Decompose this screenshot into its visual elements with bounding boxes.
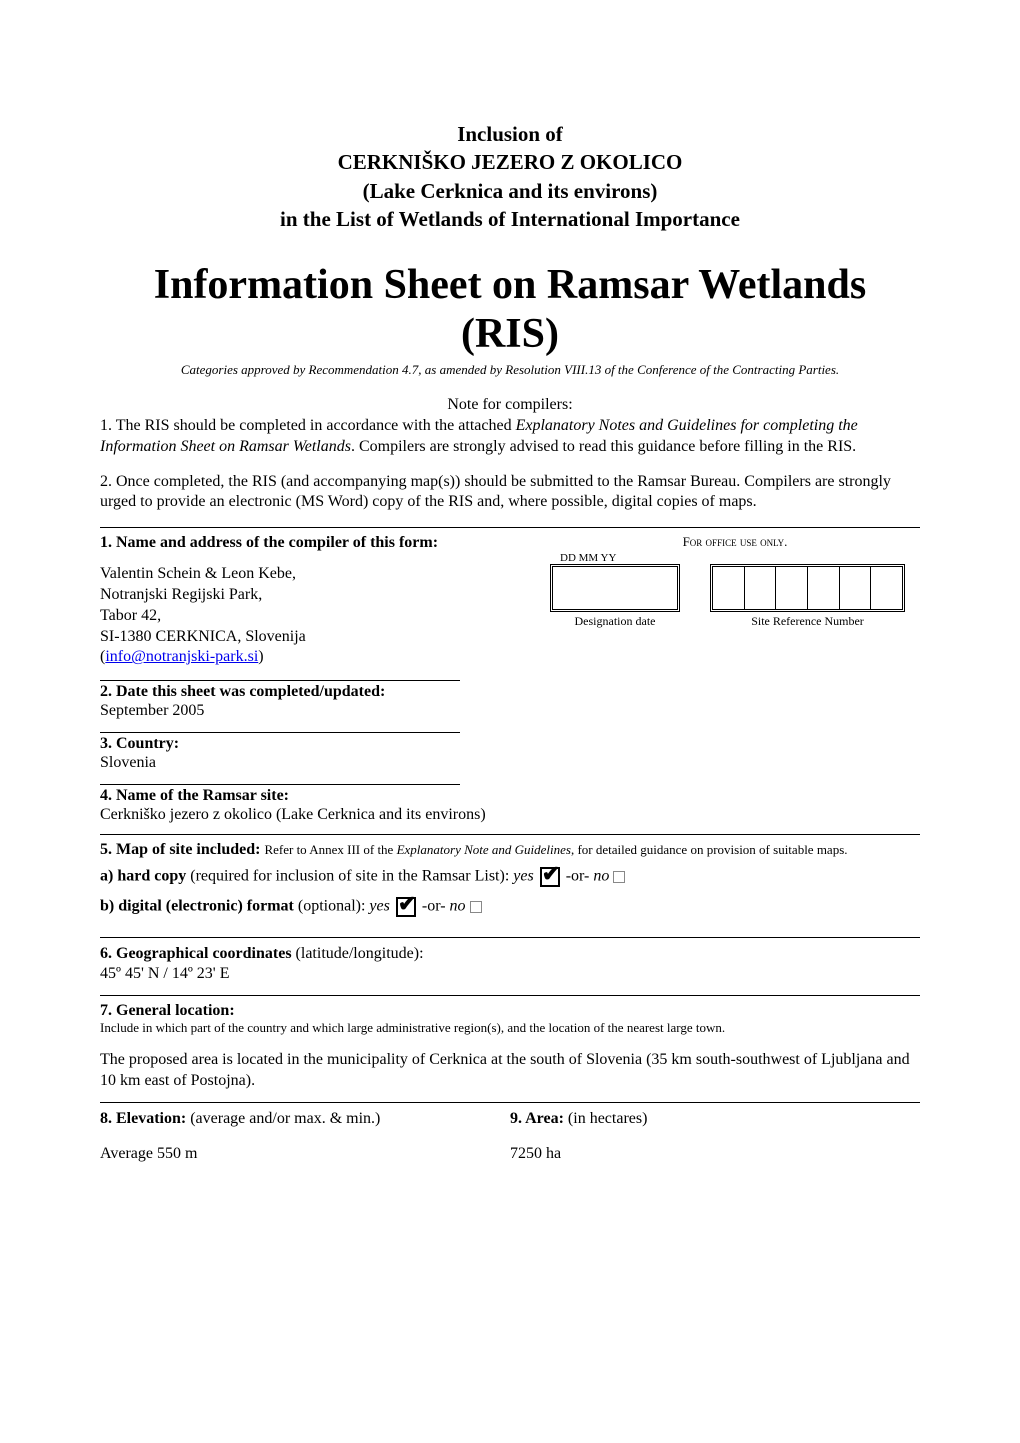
categories-note: Categories approved by Recommendation 4.… [100,362,920,378]
section-8-heading-line: 8. Elevation: (average and/or max. & min… [100,1109,510,1130]
header-line-1: Inclusion of [100,120,920,148]
compiler-email[interactable]: info@notranjski-park.si [105,648,258,665]
compiler-org: Notranjski Regijski Park, [100,585,438,606]
section-7-hint: Include in which part of the country and… [100,1020,920,1036]
header-line-4: in the List of Wetlands of International… [100,205,920,233]
compilers-heading: Note for compilers: [100,396,920,414]
digital-no-checkbox[interactable] [470,901,482,913]
section-1-heading: 1. Name and address of the compiler of t… [100,534,438,552]
designation-date-group: Designation date [550,564,680,629]
designation-date-label: Designation date [550,614,680,629]
hardcopy-no-checkbox[interactable] [613,871,625,883]
section-6: 6. Geographical coordinates (latitude/lo… [100,937,920,994]
section-5: 5. Map of site included: Refer to Annex … [100,834,920,935]
section-9-heading-line: 9. Area: (in hectares) [510,1109,920,1130]
compiler-note-1: 1. The RIS should be completed in accord… [100,416,920,458]
compiler-note-2: 2. Once completed, the RIS (and accompan… [100,472,920,514]
title-line-2: (RIS) [100,310,920,358]
section-9-value: 7250 ha [510,1144,920,1165]
compiler-name: Valentin Schein & Leon Kebe, [100,564,438,585]
office-ddmmyy: DD MM YY [560,552,920,564]
compiler-email-line: (info@notranjski-park.si) [100,647,438,668]
digital-yes-checkbox[interactable] [396,897,416,917]
hardcopy-yes-checkbox[interactable] [540,867,560,887]
section-4: 4. Name of the Ramsar site: Cerkniško je… [100,785,920,832]
section-5b: b) digital (electronic) format (optional… [100,897,920,917]
section-3: 3. Country: Slovenia [100,733,920,780]
title-line-1: Information Sheet on Ramsar Wetlands [100,261,920,309]
section-1: 1. Name and address of the compiler of t… [100,527,920,676]
section-2-value: September 2005 [100,701,920,722]
office-use-box: For office use only. DD MM YY Designatio… [550,534,920,629]
site-ref-label: Site Reference Number [710,614,905,629]
inclusion-header: Inclusion of CERKNIŠKO JEZERO Z OKOLICO … [100,120,920,233]
section-1-left: 1. Name and address of the compiler of t… [100,534,438,668]
section-7-value: The proposed area is located in the muni… [100,1050,920,1092]
section-6-heading-line: 6. Geographical coordinates (latitude/lo… [100,944,920,965]
site-ref-group: Site Reference Number [710,564,905,629]
section-8-9: 8. Elevation: (average and/or max. & min… [100,1102,920,1173]
section-2-heading: 2. Date this sheet was completed/updated… [100,683,920,701]
section-6-value: 45º 45' N / 14º 23' E [100,964,920,985]
header-line-2: CERKNIŠKO JEZERO Z OKOLICO [100,148,920,176]
section-5-heading-line: 5. Map of site included: Refer to Annex … [100,841,920,859]
compiler-street: Tabor 42, [100,606,438,627]
section-3-heading: 3. Country: [100,735,920,753]
section-4-value: Cerkniško jezero z okolico (Lake Cerknic… [100,805,920,826]
section-5a: a) hard copy (required for inclusion of … [100,867,920,887]
section-4-heading: 4. Name of the Ramsar site: [100,787,920,805]
section-7-heading: 7. General location: [100,1002,920,1020]
compiler-city: SI-1380 CERKNICA, Slovenija [100,627,438,648]
section-2: 2. Date this sheet was completed/updated… [100,681,920,728]
section-3-value: Slovenia [100,753,920,774]
document-title: Information Sheet on Ramsar Wetlands (RI… [100,261,920,358]
office-caption: For office use only. [550,534,920,550]
header-line-3: (Lake Cerknica and its environs) [100,177,920,205]
site-ref-box[interactable] [710,564,905,612]
designation-date-box[interactable] [550,564,680,612]
section-8-value: Average 550 m [100,1144,510,1165]
section-7: 7. General location: Include in which pa… [100,995,920,1100]
